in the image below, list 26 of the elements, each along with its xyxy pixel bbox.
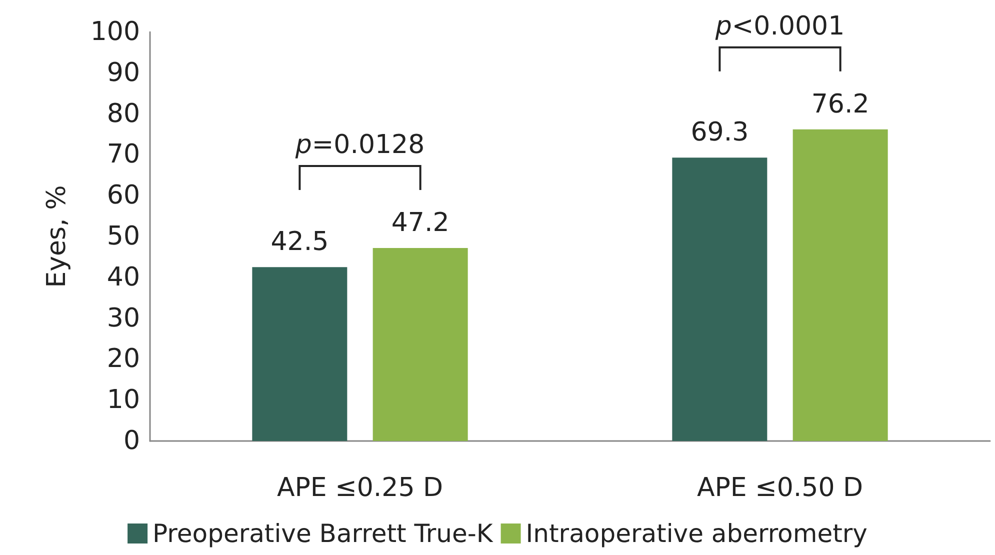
y-tick-label: 60	[106, 180, 140, 211]
y-tick-label: 100	[90, 17, 140, 47]
y-tick-label: 0	[123, 426, 140, 456]
annotation: p<0.0001	[714, 11, 845, 42]
y-tick-label: 70	[106, 140, 140, 170]
y-tick-label: 40	[106, 262, 140, 292]
data-label: 42.5	[270, 227, 329, 258]
bar	[372, 248, 468, 441]
y-axis-title: Eyes, %	[42, 185, 72, 288]
data-label: 76.2	[811, 89, 870, 120]
data-label: 69.3	[690, 118, 749, 148]
x-tick-label: APE ≤0.25 D	[276, 473, 444, 503]
y-tick-label: 90	[106, 58, 140, 88]
legend-label: Intraoperative aberrometry	[526, 519, 868, 548]
annotation: p=0.0128	[294, 130, 425, 160]
legend-label: Preoperative Barrett True-K	[152, 519, 494, 548]
bar	[792, 129, 888, 441]
y-tick-label: 50	[106, 222, 140, 252]
y-tick-label: 10	[106, 385, 140, 416]
bar	[672, 158, 768, 441]
data-label: 47.2	[391, 208, 450, 238]
bar	[252, 267, 348, 441]
y-tick-label: 30	[106, 303, 140, 334]
y-tick-label: 20	[106, 344, 140, 374]
y-tick-label: 80	[106, 98, 140, 129]
x-tick-label: APE ≤0.50 D	[696, 473, 864, 503]
